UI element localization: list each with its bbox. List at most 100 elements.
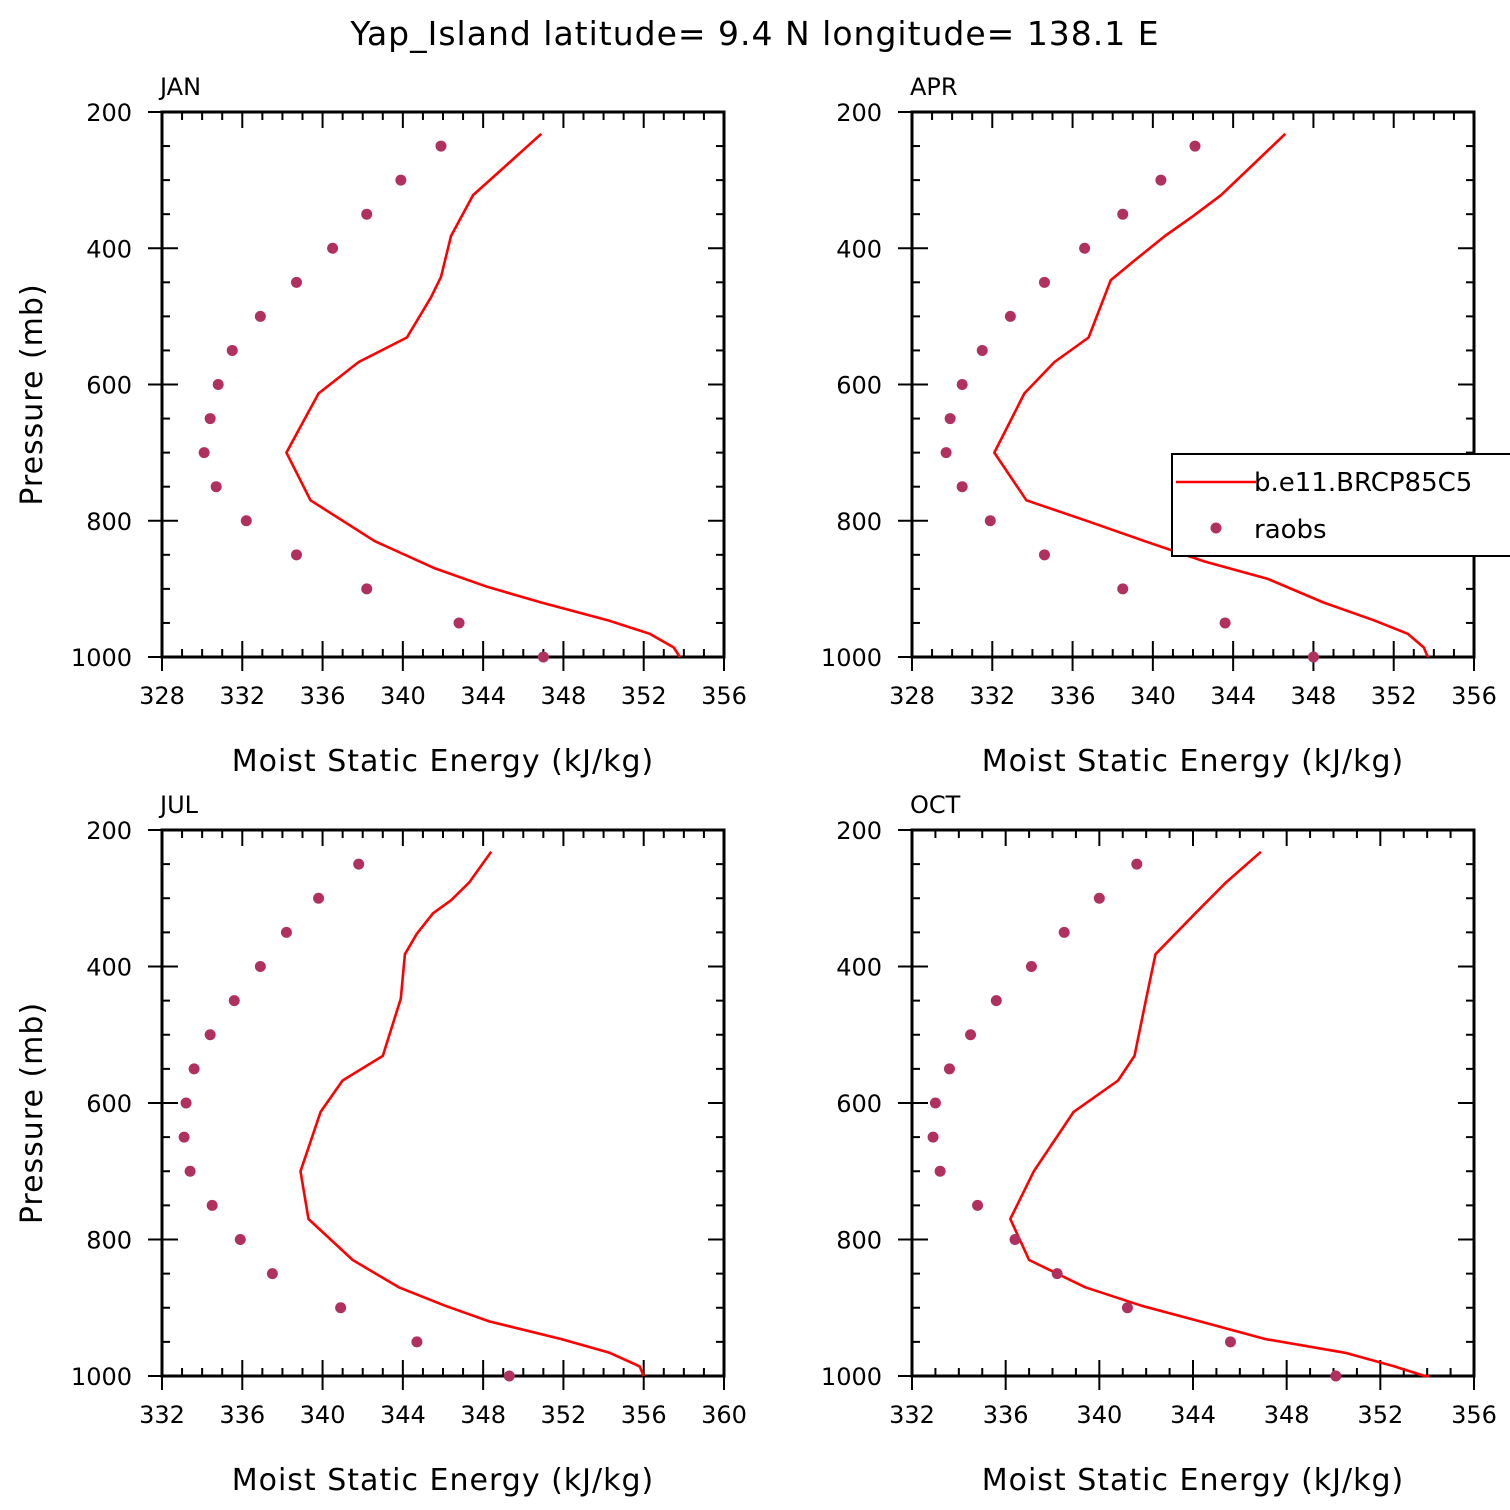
raobs-point [1189, 140, 1201, 152]
y-tick-label: 600 [86, 1090, 132, 1118]
panel-label: JUL [158, 791, 199, 819]
raobs-point [435, 140, 447, 152]
raobs-point [313, 892, 325, 904]
panel-label: JAN [158, 73, 201, 101]
figure-title: Yap_Island latitude= 9.4 N longitude= 13… [349, 14, 1159, 53]
raobs-point [361, 583, 373, 595]
raobs-point [1025, 961, 1037, 972]
raobs-point [1131, 858, 1143, 870]
y-tick-label: 200 [836, 99, 882, 127]
raobs-point [1004, 310, 1016, 322]
y-axis-title: Pressure (mb) [15, 283, 50, 505]
x-tick-label: 348 [1264, 1401, 1310, 1429]
raobs-point [934, 1165, 946, 1177]
y-tick-label: 400 [836, 235, 882, 263]
x-tick-label: 352 [1357, 1401, 1403, 1429]
raobs-point [1038, 549, 1050, 561]
raobs-point [178, 1131, 190, 1143]
x-tick-label: 344 [1170, 1401, 1216, 1429]
y-tick-label: 400 [86, 954, 132, 982]
x-tick-label: 348 [460, 1401, 506, 1429]
raobs-point [503, 1370, 515, 1382]
raobs-point [290, 549, 302, 561]
x-tick-label: 344 [1210, 682, 1256, 710]
y-axis-title: Pressure (mb) [15, 1002, 50, 1224]
panels-group: JAN 328 332 336 340 344 348 352 356 200 400 600 800 1… [15, 73, 1497, 1498]
raobs-point [226, 344, 238, 356]
raobs-point [1079, 242, 1091, 254]
panel-apr: APR 328 332 336 340 344 348 352 356 200 400 600 800 1… [821, 73, 1497, 779]
y-tick-label: 800 [836, 508, 882, 536]
model-line [285, 132, 681, 658]
x-tick-label: 336 [1050, 682, 1096, 710]
x-tick-label: 332 [219, 682, 265, 710]
y-tick-label: 200 [836, 817, 882, 845]
panel-label: OCT [910, 791, 961, 819]
raobs-point [537, 651, 549, 663]
x-tick-label: 332 [969, 682, 1015, 710]
raobs-point [240, 515, 252, 527]
raobs-point [984, 515, 996, 527]
x-tick-label: 344 [380, 1401, 426, 1429]
plot-frame [160, 828, 726, 1378]
x-tick-label: 332 [139, 1401, 185, 1429]
x-axis-title: Moist Static Energy (kJ/kg) [982, 744, 1405, 779]
raobs-point [234, 1234, 246, 1245]
model-line [992, 132, 1429, 658]
legend-model-label: b.e11.BRCP85C5 [1254, 468, 1472, 498]
x-tick-label: 348 [541, 682, 587, 710]
x-tick-label: 340 [1130, 682, 1176, 710]
x-tick-label: 340 [300, 1401, 346, 1429]
raobs-point [453, 617, 465, 629]
raobs-point [1330, 1370, 1342, 1382]
x-tick-label: 328 [889, 682, 935, 710]
y-tick-label: 600 [86, 372, 132, 400]
x-tick-label: 356 [621, 1401, 667, 1429]
raobs-point [990, 995, 1002, 1007]
x-tick-label: 360 [701, 1401, 747, 1429]
raobs-point [353, 858, 365, 870]
panel-label: APR [910, 73, 958, 101]
raobs-point [254, 961, 266, 972]
plot-frame [160, 110, 726, 659]
raobs-point [1009, 1234, 1021, 1245]
y-tick-label: 800 [86, 508, 132, 536]
x-tick-label: 344 [460, 682, 506, 710]
x-tick-label: 336 [219, 1401, 265, 1429]
raobs-point [1117, 208, 1129, 220]
x-axis-title: Moist Static Energy (kJ/kg) [982, 1463, 1405, 1498]
y-tick-label: 200 [86, 99, 132, 127]
raobs-point [944, 413, 956, 425]
raobs-point [280, 926, 292, 938]
raobs-point [395, 174, 407, 186]
raobs-point [361, 208, 373, 220]
y-tick-label: 1000 [821, 1363, 882, 1391]
x-tick-label: 348 [1291, 682, 1337, 710]
x-axis-title: Moist Static Energy (kJ/kg) [232, 1463, 655, 1498]
plot-frame [910, 828, 1476, 1378]
legend-box [1171, 453, 1510, 557]
x-tick-label: 356 [1451, 682, 1497, 710]
raobs-point [210, 481, 222, 493]
raobs-point [972, 1199, 984, 1211]
raobs-point [204, 1029, 216, 1041]
raobs-point [198, 447, 210, 459]
plot-frame [910, 110, 1476, 659]
raobs-point [956, 379, 968, 390]
x-tick-label: 336 [983, 1401, 1029, 1429]
y-tick-label: 800 [86, 1227, 132, 1255]
x-tick-label: 352 [1371, 682, 1417, 710]
y-tick-label: 400 [86, 235, 132, 263]
y-tick-label: 400 [836, 954, 882, 982]
raobs-point [940, 447, 952, 459]
raobs-point [1121, 1302, 1133, 1314]
x-tick-label: 352 [541, 1401, 587, 1429]
model-line [1008, 850, 1430, 1378]
raobs-point [1093, 892, 1105, 904]
x-tick-label: 340 [380, 682, 426, 710]
y-tick-label: 600 [836, 1090, 882, 1118]
raobs-point [206, 1199, 218, 1211]
raobs-point [327, 242, 339, 254]
raobs-point [188, 1063, 200, 1075]
raobs-point [929, 1097, 941, 1109]
